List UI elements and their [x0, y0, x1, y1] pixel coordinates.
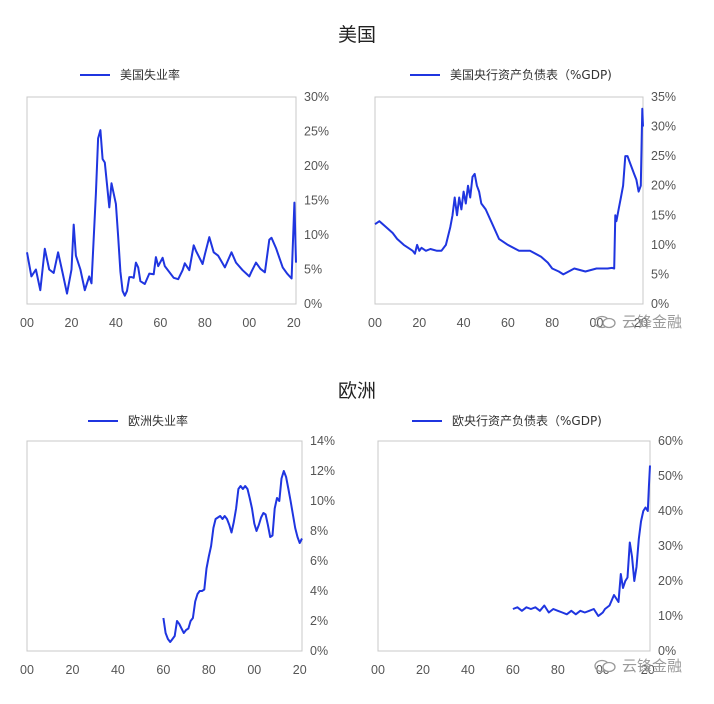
x-tick-label: 80	[545, 316, 559, 330]
x-tick-label: 20	[65, 316, 79, 330]
y-tick-label: 2%	[310, 614, 328, 628]
y-tick-label: 25%	[304, 125, 329, 139]
legend-us-balance-sheet: 美国央行资产负债表（%GDP)	[410, 66, 612, 83]
x-tick-label: 20	[412, 316, 426, 330]
x-tick-label: 40	[457, 316, 471, 330]
plot-frame	[377, 440, 651, 652]
legend-ecb-balance-sheet: 欧央行资产负债表（%GDP)	[412, 412, 602, 429]
x-tick-label: 00	[368, 316, 382, 330]
x-tick-label: 40	[111, 663, 125, 677]
y-tick-label: 10%	[651, 238, 676, 252]
y-tick-label: 14%	[310, 434, 335, 448]
x-tick-label: 60	[156, 663, 170, 677]
watermark-top: 云锋金融	[594, 311, 682, 332]
x-tick-label: 20	[293, 663, 307, 677]
y-tick-label: 4%	[310, 584, 328, 598]
x-tick-label: 80	[202, 663, 216, 677]
y-tick-label: 30%	[304, 90, 329, 104]
plot-frame	[26, 440, 303, 652]
legend-label: 美国失业率	[120, 68, 181, 82]
series-line	[162, 470, 303, 643]
y-tick-label: 6%	[310, 554, 328, 568]
x-tick-label: 60	[501, 316, 515, 330]
y-tick-label: 0%	[651, 297, 669, 311]
x-tick-label: 40	[109, 316, 123, 330]
y-tick-label: 15%	[304, 194, 329, 208]
y-tick-label: 5%	[651, 267, 669, 281]
legend-label: 美国央行资产负债表（%GDP)	[450, 68, 612, 82]
legend-line-swatch	[410, 73, 440, 76]
series-line	[374, 107, 644, 276]
x-tick-label: 40	[461, 663, 475, 677]
watermark-text: 云锋金融	[622, 313, 683, 331]
legend-line-swatch	[412, 419, 442, 422]
x-tick-label: 20	[66, 663, 80, 677]
wechat-icon	[594, 315, 616, 328]
x-tick-label: 00	[242, 316, 256, 330]
y-tick-label: 30%	[658, 539, 683, 553]
legend-eu-unemployment: 欧洲失业率	[88, 412, 188, 429]
y-tick-label: 10%	[310, 494, 335, 508]
x-tick-label: 00	[371, 663, 385, 677]
x-tick-label: 60	[153, 316, 167, 330]
x-tick-label: 80	[551, 663, 565, 677]
watermark-text: 云锋金融	[622, 657, 683, 675]
legend-line-swatch	[88, 419, 118, 422]
section-title-us: 美国	[337, 24, 376, 46]
series-line	[512, 465, 651, 617]
y-tick-label: 20%	[651, 179, 676, 193]
x-tick-label: 00	[20, 663, 34, 677]
legend-label: 欧央行资产负债表（%GDP)	[452, 414, 602, 428]
y-tick-label: 60%	[658, 434, 683, 448]
legend-us-unemployment: 美国失业率	[80, 66, 180, 83]
y-tick-label: 30%	[651, 120, 676, 134]
y-tick-label: 50%	[658, 469, 683, 483]
series-line	[26, 129, 297, 297]
y-tick-label: 12%	[310, 464, 335, 478]
x-tick-label: 20	[416, 663, 430, 677]
y-tick-label: 0%	[658, 644, 676, 658]
x-tick-label: 20	[641, 663, 655, 677]
x-tick-label: 20	[287, 316, 301, 330]
y-tick-label: 10%	[658, 609, 683, 623]
y-tick-label: 10%	[304, 228, 329, 242]
y-tick-label: 35%	[651, 90, 676, 104]
y-tick-label: 15%	[651, 208, 676, 222]
x-tick-label: 00	[247, 663, 261, 677]
x-tick-label: 00	[20, 316, 34, 330]
y-tick-label: 0%	[310, 644, 328, 658]
y-tick-label: 8%	[310, 524, 328, 538]
x-tick-label: 20	[634, 316, 648, 330]
plot-frame	[374, 96, 644, 305]
wechat-icon	[594, 659, 616, 672]
y-tick-label: 20%	[658, 574, 683, 588]
plot-frame	[26, 96, 297, 305]
y-tick-label: 0%	[304, 297, 322, 311]
legend-label: 欧洲失业率	[128, 414, 189, 428]
section-title-eu: 欧洲	[337, 380, 376, 402]
y-tick-label: 40%	[658, 504, 683, 518]
y-tick-label: 20%	[304, 159, 329, 173]
x-tick-label: 60	[506, 663, 520, 677]
legend-line-swatch	[80, 73, 110, 76]
y-tick-label: 25%	[651, 149, 676, 163]
y-tick-label: 5%	[304, 263, 322, 277]
watermark-bottom: 云锋金融	[594, 655, 682, 676]
x-tick-label: 80	[198, 316, 212, 330]
